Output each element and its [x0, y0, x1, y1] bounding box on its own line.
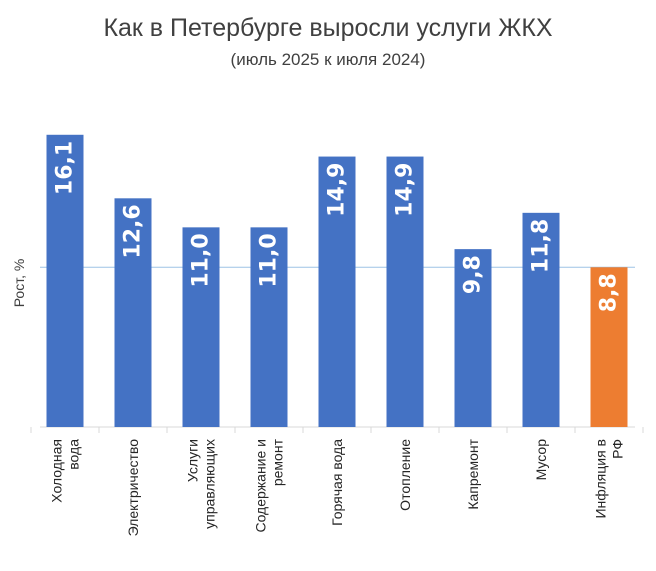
chart-subtitle: (июль 2025 к июля 2024) — [230, 50, 426, 69]
data-label: 16,1 — [53, 141, 78, 195]
x-tick-label: Электричество — [125, 439, 141, 537]
bar — [454, 249, 492, 427]
x-tick-label: Холодная — [49, 439, 65, 503]
x-tick-label: Горячая вода — [329, 439, 345, 526]
bar — [522, 212, 560, 427]
x-tick-label: Отопление — [397, 439, 413, 511]
data-label: 9,8 — [461, 255, 486, 294]
bar — [46, 134, 84, 427]
x-tick-label: РФ — [610, 439, 626, 459]
x-tick-label: управляющих — [202, 439, 218, 529]
data-label: 8,8 — [597, 273, 622, 312]
data-label: 11,0 — [257, 233, 282, 287]
data-label: 14,9 — [325, 163, 350, 217]
bar — [250, 227, 288, 427]
x-tick-label: Содержание и — [253, 439, 269, 533]
y-axis-label: Рост, % — [11, 259, 27, 308]
data-label: 12,6 — [121, 204, 146, 258]
x-tick-label: Инфляция в — [593, 439, 609, 519]
bar — [318, 156, 356, 427]
chart-title: Как в Петербурге выросли услуги ЖКХ — [103, 14, 553, 42]
x-tick-label: Капремонт — [465, 438, 481, 509]
bar — [182, 227, 220, 427]
data-label: 11,8 — [529, 219, 554, 273]
bar — [386, 156, 424, 427]
x-tick-label: Мусор — [533, 439, 549, 481]
x-tick-label: вода — [66, 439, 82, 470]
x-tick-label: Услуги — [185, 439, 201, 482]
data-label: 11,0 — [189, 233, 214, 287]
x-tick-label: ремонт — [270, 438, 286, 486]
bar — [114, 198, 152, 427]
bar — [590, 267, 628, 427]
data-label: 14,9 — [393, 163, 418, 217]
